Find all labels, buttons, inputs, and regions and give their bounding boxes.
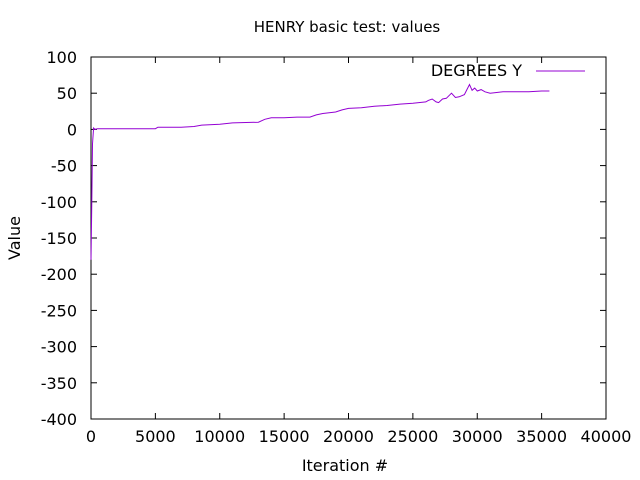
- x-tick-label: 10000: [194, 427, 245, 446]
- y-tick-label: -200: [41, 265, 77, 284]
- x-tick-label: 5000: [135, 427, 176, 446]
- x-tick-label: 35000: [516, 427, 567, 446]
- y-tick-label: -350: [41, 374, 77, 393]
- y-tick-label: -50: [51, 157, 77, 176]
- y-axis-label: Value: [5, 216, 24, 260]
- x-tick-label: 30000: [452, 427, 503, 446]
- y-tick-label: -400: [41, 410, 77, 429]
- axis-ticks: 0 5000 10000 15000 20000 25000 30000 35000 40000…: [41, 48, 632, 446]
- chart-title: HENRY basic test: values: [254, 18, 441, 36]
- x-tick-label: 20000: [323, 427, 374, 446]
- x-axis-label: Iteration #: [302, 456, 388, 475]
- x-tick-label: 0: [86, 427, 96, 446]
- plot-frame: [90, 56, 607, 420]
- x-tick-label: 15000: [259, 427, 310, 446]
- y-tick-label: 50: [57, 84, 77, 103]
- series-layer: [90, 83, 550, 260]
- x-tick-label: 40000: [581, 427, 632, 446]
- legend-label: DEGREES Y: [431, 61, 522, 80]
- y-tick-label: -150: [41, 229, 77, 248]
- y-tick-label: 0: [67, 120, 77, 139]
- series-line: [90, 83, 550, 260]
- y-tick-label: 100: [46, 48, 77, 67]
- x-tick-label: 25000: [387, 427, 438, 446]
- legend: DEGREES Y: [431, 61, 585, 80]
- y-tick-label: -100: [41, 193, 77, 212]
- y-tick-label: -250: [41, 301, 77, 320]
- y-tick-label: -300: [41, 338, 77, 357]
